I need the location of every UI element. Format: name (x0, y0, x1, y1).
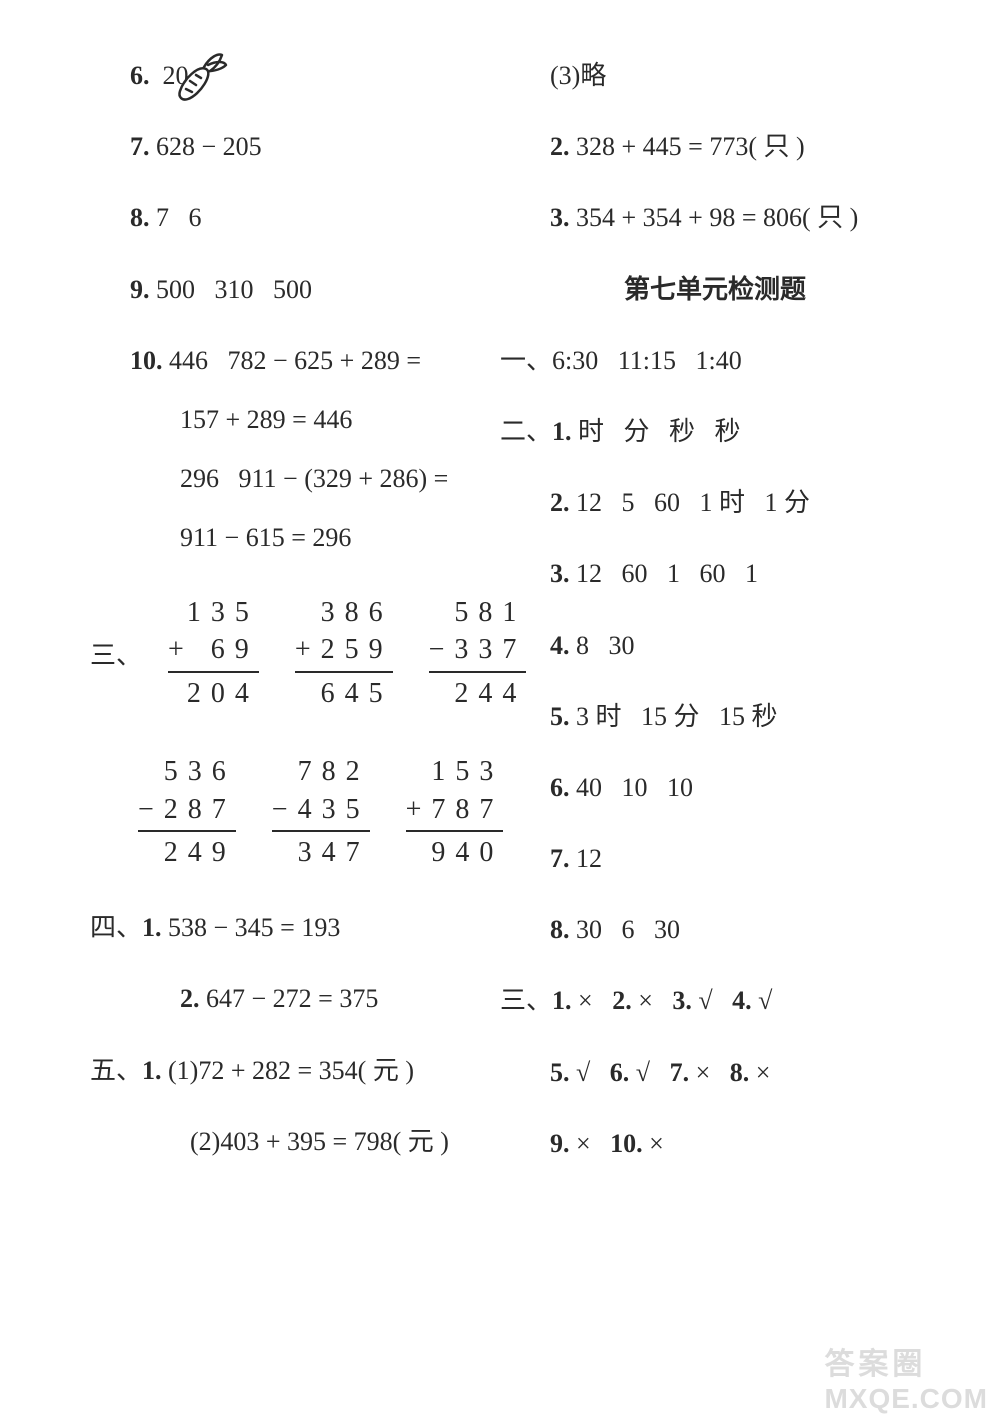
watermark-top: 答案圈 (824, 1339, 988, 1383)
section-3-row2: 536 −287 249 782 −435 347 153 +787 940 (138, 753, 480, 872)
section-3-line3: 9. × 10. × (500, 1128, 930, 1159)
section-3-line2: 5. √ 6. √ 7. × 8. × (500, 1057, 930, 1088)
operand: 536 (138, 753, 236, 791)
vert-calc: 536 −287 249 (138, 753, 236, 872)
vert-calc: 386 +259 645 (295, 594, 393, 713)
operand: 153 (406, 753, 504, 791)
item-10-line2: 157 + 289 = 446 (130, 404, 480, 435)
section-3-label: 三、 (90, 635, 142, 672)
operand: +787 (406, 791, 504, 829)
section-2-item4: 4. 8 30 (500, 630, 930, 661)
section-4-item1: 四、1. 538 − 345 = 193 (90, 912, 480, 943)
operand: 386 (295, 594, 393, 632)
result: 347 (272, 830, 370, 872)
item-9: 9. 500 310 500 (130, 274, 480, 305)
item-10-line3: 296 911 − (329 + 286) = (130, 463, 480, 494)
result: 940 (406, 830, 504, 872)
operand: −435 (272, 791, 370, 829)
operand: +259 (295, 631, 393, 669)
section-5-item1-1: 五、1. (1)72 + 282 = 354( 元 ) (90, 1055, 480, 1086)
section-3-row1: 三、 135 + 69 204 386 +259 645 581 −337 24… (90, 594, 480, 713)
item-2: 2. 328 + 445 = 773( 只 ) (500, 131, 930, 162)
item-10-line1: 10. 446 782 − 625 + 289 = (130, 345, 480, 376)
operand: 782 (272, 753, 370, 791)
operand: 135 (168, 594, 259, 632)
section-1: 一、6:30 11:15 1:40 (500, 345, 930, 376)
section-4-item2: 2. 647 − 272 = 375 (130, 983, 480, 1014)
section-2-item8: 8. 30 6 30 (500, 914, 930, 945)
item-3: 3. 354 + 354 + 98 = 806( 只 ) (500, 202, 930, 233)
carrot-icon (170, 45, 230, 105)
section-2-item2: 2. 12 5 60 1 时 1 分 (500, 487, 930, 518)
vert-calc: 153 +787 940 (406, 753, 504, 872)
left-column: 6. 20 7. 628 − 205 8. 7 6 9. 500 310 500… (40, 60, 500, 1385)
result: 204 (168, 671, 259, 713)
vert-calc: 135 + 69 204 (168, 594, 259, 713)
section-2-item1: 二、1. 时 分 秒 秒 (500, 416, 930, 447)
section-2-item3: 3. 12 60 1 60 1 (500, 558, 930, 589)
right-column: (3)略 2. 328 + 445 = 773( 只 ) 3. 354 + 35… (500, 60, 960, 1385)
operand: + 69 (168, 631, 259, 669)
section-5-item1-2: (2)403 + 395 = 798( 元 ) (130, 1126, 480, 1157)
item-7: 7. 628 − 205 (130, 131, 480, 162)
vert-calc: 782 −435 347 (272, 753, 370, 872)
section-2-item6: 6. 40 10 10 (500, 772, 930, 803)
result: 249 (138, 830, 236, 872)
watermark: 答案圈 MXQE.COM (824, 1339, 988, 1415)
unit-7-title: 第七单元检测题 (500, 274, 930, 305)
section-2-item5: 5. 3 时 15 分 15 秒 (500, 701, 930, 732)
item-10-line4: 911 − 615 = 296 (130, 522, 480, 553)
section-2-item7: 7. 12 (500, 843, 930, 874)
operand: −287 (138, 791, 236, 829)
watermark-bottom: MXQE.COM (824, 1383, 988, 1415)
section-3-line1: 三、1. × 2. × 3. √ 4. √ (500, 985, 930, 1016)
item-1-3: (3)略 (500, 60, 930, 91)
result: 645 (295, 671, 393, 713)
item-8: 8. 7 6 (130, 202, 480, 233)
page: 6. 20 7. 628 − 205 8. 7 6 9. 500 310 500… (0, 0, 1000, 1425)
